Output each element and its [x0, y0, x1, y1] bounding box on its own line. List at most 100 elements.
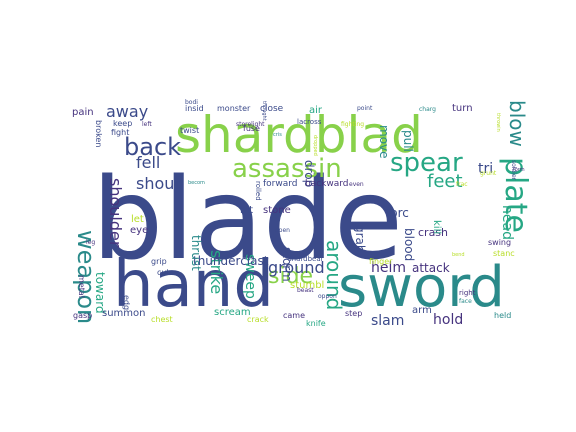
word-move: move: [377, 125, 391, 159]
word-becom: becom: [188, 180, 205, 186]
word-shardblad: shardblad: [175, 106, 423, 164]
word-kill: kill: [431, 220, 442, 234]
word-grunt: grunt: [480, 170, 497, 177]
word-dropped: dropped: [312, 135, 318, 156]
word-cris: cris: [273, 132, 282, 138]
word-twist: twist: [180, 126, 199, 135]
word-side: side: [268, 264, 313, 289]
word-grip: grip: [151, 257, 167, 266]
word-crash: crash: [418, 226, 448, 239]
word-bend: bend: [452, 252, 465, 258]
word-thunderclast: thunderclast: [193, 254, 269, 268]
word-metal: metal: [77, 275, 86, 298]
word-helm: helm: [371, 260, 406, 276]
word-forward: forward: [263, 179, 298, 189]
word-close: close: [260, 104, 284, 114]
word-throwin: throwin: [495, 113, 501, 132]
word-came: came: [283, 311, 305, 320]
word-assassin: assassin: [232, 154, 342, 184]
word-back: back: [124, 133, 181, 161]
word-stumbl: stumbl: [290, 280, 324, 291]
word-frac: frac: [456, 181, 468, 188]
word-slam: slam: [371, 313, 404, 329]
word-knife: knife: [306, 319, 326, 328]
word-pull: pull: [401, 130, 415, 152]
word-even: even: [349, 181, 364, 188]
word-scream: scream: [214, 307, 251, 318]
word-gasp: gasp: [73, 311, 92, 320]
word-open: open: [275, 227, 290, 234]
word-let: let: [131, 214, 144, 225]
word-fell: fell: [136, 153, 160, 172]
word-blood: blood: [402, 228, 416, 261]
word-bodi: bodi: [185, 99, 198, 106]
word-spear: spear: [390, 148, 463, 178]
word-arm: arm: [412, 305, 432, 316]
word-backward: backward: [305, 179, 349, 189]
word-storelight: storelight: [236, 121, 265, 128]
word-stanc: stanc: [493, 249, 515, 258]
word-step: step: [345, 309, 362, 318]
word-insid: insid: [185, 104, 204, 113]
word-sweep: sweep: [242, 254, 258, 299]
word-charg: charg: [419, 106, 436, 113]
word-air: air: [309, 105, 323, 116]
word-sword: sword: [338, 255, 505, 320]
word-cut: cut: [157, 268, 170, 277]
word-summon: summon: [102, 308, 146, 319]
word-around: around: [322, 240, 346, 310]
word-toward: toward: [93, 272, 107, 314]
word-blow: blow: [505, 100, 529, 147]
word-right: right: [459, 289, 476, 297]
word-fighting: fighting: [341, 121, 364, 128]
word-soldier: soldier: [510, 160, 517, 181]
word-plate: plate: [498, 157, 533, 233]
word-lacross: lacross: [297, 118, 322, 126]
word-forc: forc: [386, 206, 409, 220]
word-shout: shout: [136, 174, 181, 193]
word-turn: turn: [452, 103, 473, 114]
word-crack: crack: [247, 315, 269, 324]
word-oppon: oppon: [318, 293, 337, 300]
word-hold: hold: [433, 312, 463, 328]
word-eye: eye: [130, 225, 148, 236]
word-keep: keep: [113, 119, 132, 128]
word-weapon: weapon: [72, 230, 100, 324]
word-shardbear: shardbear: [288, 255, 324, 263]
word-monster: monster: [217, 104, 251, 113]
word-finger: finger: [369, 257, 393, 266]
word-stone: stone: [263, 205, 291, 216]
word-face: face: [459, 298, 472, 305]
word-form: form: [513, 167, 525, 173]
word-drop: drop: [302, 160, 316, 187]
word-grab: grab: [353, 225, 367, 253]
word-beast: beast: [297, 287, 314, 294]
word-fight: fight: [111, 128, 129, 137]
word-thought: thought: [261, 101, 267, 121]
word-chest: chest: [151, 315, 173, 324]
word-fuse: fuse: [243, 124, 260, 133]
word-point: point: [357, 105, 373, 112]
word-swing: swing: [488, 238, 511, 247]
word-broken: broken: [94, 120, 103, 147]
word-hand: hand: [113, 248, 274, 322]
word-leg: leg: [86, 239, 95, 246]
word-held: held: [494, 311, 511, 320]
word-hit: hit: [240, 205, 253, 216]
word-feet: feet: [427, 171, 463, 192]
word-left: left: [142, 121, 152, 128]
word-blade: blade: [92, 155, 403, 285]
word-strike: strike: [207, 250, 226, 294]
word-shoulder: shoulder: [106, 178, 125, 248]
word-away: away: [106, 102, 148, 121]
word-edg: edg: [122, 295, 131, 310]
word-pain: pain: [72, 107, 94, 118]
word-ground: ground: [268, 258, 325, 277]
word-storm: storm: [280, 247, 294, 282]
word-rolled: rolled: [254, 181, 262, 201]
word-attack: attack: [412, 261, 450, 275]
word-head: head: [499, 205, 515, 240]
word-tri: tri: [478, 161, 493, 177]
word-thrust: thrust: [189, 235, 203, 271]
